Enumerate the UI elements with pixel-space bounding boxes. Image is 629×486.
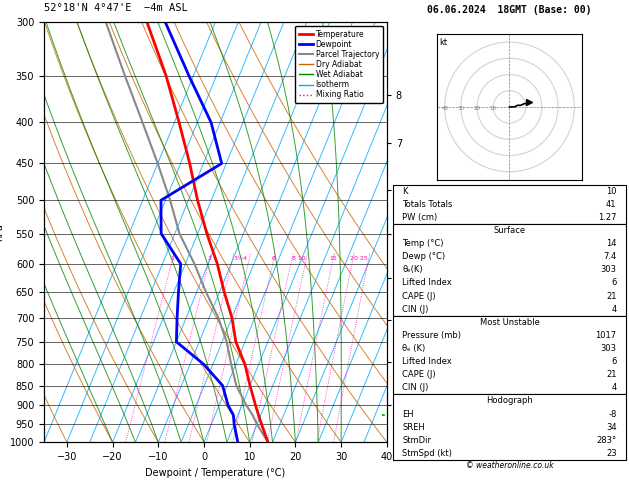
Text: 3½4: 3½4 [234, 256, 248, 261]
Text: StmSpd (kt): StmSpd (kt) [403, 449, 452, 458]
Text: Hodograph: Hodograph [486, 397, 533, 405]
Text: Dewp (°C): Dewp (°C) [403, 252, 445, 261]
Legend: Temperature, Dewpoint, Parcel Trajectory, Dry Adiabat, Wet Adiabat, Isotherm, Mi: Temperature, Dewpoint, Parcel Trajectory… [295, 26, 383, 103]
Text: PW (cm): PW (cm) [403, 213, 438, 222]
Text: 34: 34 [606, 423, 616, 432]
Text: CIN (J): CIN (J) [403, 305, 429, 313]
Text: EH: EH [403, 410, 414, 418]
Text: 7.4: 7.4 [603, 252, 616, 261]
Text: 52°18'N 4°47'E  −4m ASL: 52°18'N 4°47'E −4m ASL [44, 3, 188, 14]
Text: 21: 21 [606, 370, 616, 379]
X-axis label: Dewpoint / Temperature (°C): Dewpoint / Temperature (°C) [145, 468, 286, 478]
Text: 6: 6 [611, 357, 616, 366]
Text: 06.06.2024  18GMT (Base: 00): 06.06.2024 18GMT (Base: 00) [427, 5, 592, 15]
Text: 20: 20 [474, 106, 481, 111]
Text: -8: -8 [608, 410, 616, 418]
Bar [393, 185, 626, 224]
Text: 1017: 1017 [596, 331, 616, 340]
Text: 283°: 283° [596, 436, 616, 445]
Text: CAPE (J): CAPE (J) [403, 292, 436, 301]
Text: 20 25: 20 25 [350, 256, 368, 261]
Text: CAPE (J): CAPE (J) [403, 370, 436, 379]
Text: 14: 14 [606, 239, 616, 248]
Text: 6: 6 [272, 256, 276, 261]
Text: Pressure (mb): Pressure (mb) [403, 331, 462, 340]
Text: 21: 21 [606, 292, 616, 301]
Text: 41: 41 [606, 200, 616, 209]
Bar [393, 395, 626, 460]
Y-axis label: km
ASL: km ASL [418, 232, 437, 254]
Y-axis label: hPa: hPa [0, 223, 4, 241]
Text: 2: 2 [207, 256, 211, 261]
Text: 10: 10 [490, 106, 497, 111]
Text: 15: 15 [329, 256, 337, 261]
Text: 40: 40 [441, 106, 448, 111]
Text: StmDir: StmDir [403, 436, 431, 445]
Text: Lifted Index: Lifted Index [403, 278, 452, 288]
Text: kt: kt [440, 38, 448, 48]
Text: 23: 23 [606, 449, 616, 458]
Text: 1.27: 1.27 [598, 213, 616, 222]
Text: θₑ(K): θₑ(K) [403, 265, 423, 275]
Text: 6: 6 [611, 278, 616, 288]
Text: 303: 303 [601, 344, 616, 353]
Text: θₑ (K): θₑ (K) [403, 344, 426, 353]
Text: SREH: SREH [403, 423, 425, 432]
Text: 10: 10 [606, 187, 616, 196]
Text: Surface: Surface [493, 226, 526, 235]
Text: K: K [403, 187, 408, 196]
Text: Totals Totals: Totals Totals [403, 200, 453, 209]
Text: 1: 1 [170, 256, 174, 261]
Text: Most Unstable: Most Unstable [479, 318, 540, 327]
Text: 4: 4 [611, 383, 616, 392]
Text: Lifted Index: Lifted Index [403, 357, 452, 366]
Bar [393, 316, 626, 395]
Text: 8 10: 8 10 [292, 256, 306, 261]
Text: 4: 4 [611, 305, 616, 313]
Text: 30: 30 [457, 106, 464, 111]
Bar [393, 224, 626, 316]
Text: CIN (J): CIN (J) [403, 383, 429, 392]
Text: © weatheronline.co.uk: © weatheronline.co.uk [465, 461, 554, 470]
Text: Temp (°C): Temp (°C) [403, 239, 444, 248]
Text: 303: 303 [601, 265, 616, 275]
